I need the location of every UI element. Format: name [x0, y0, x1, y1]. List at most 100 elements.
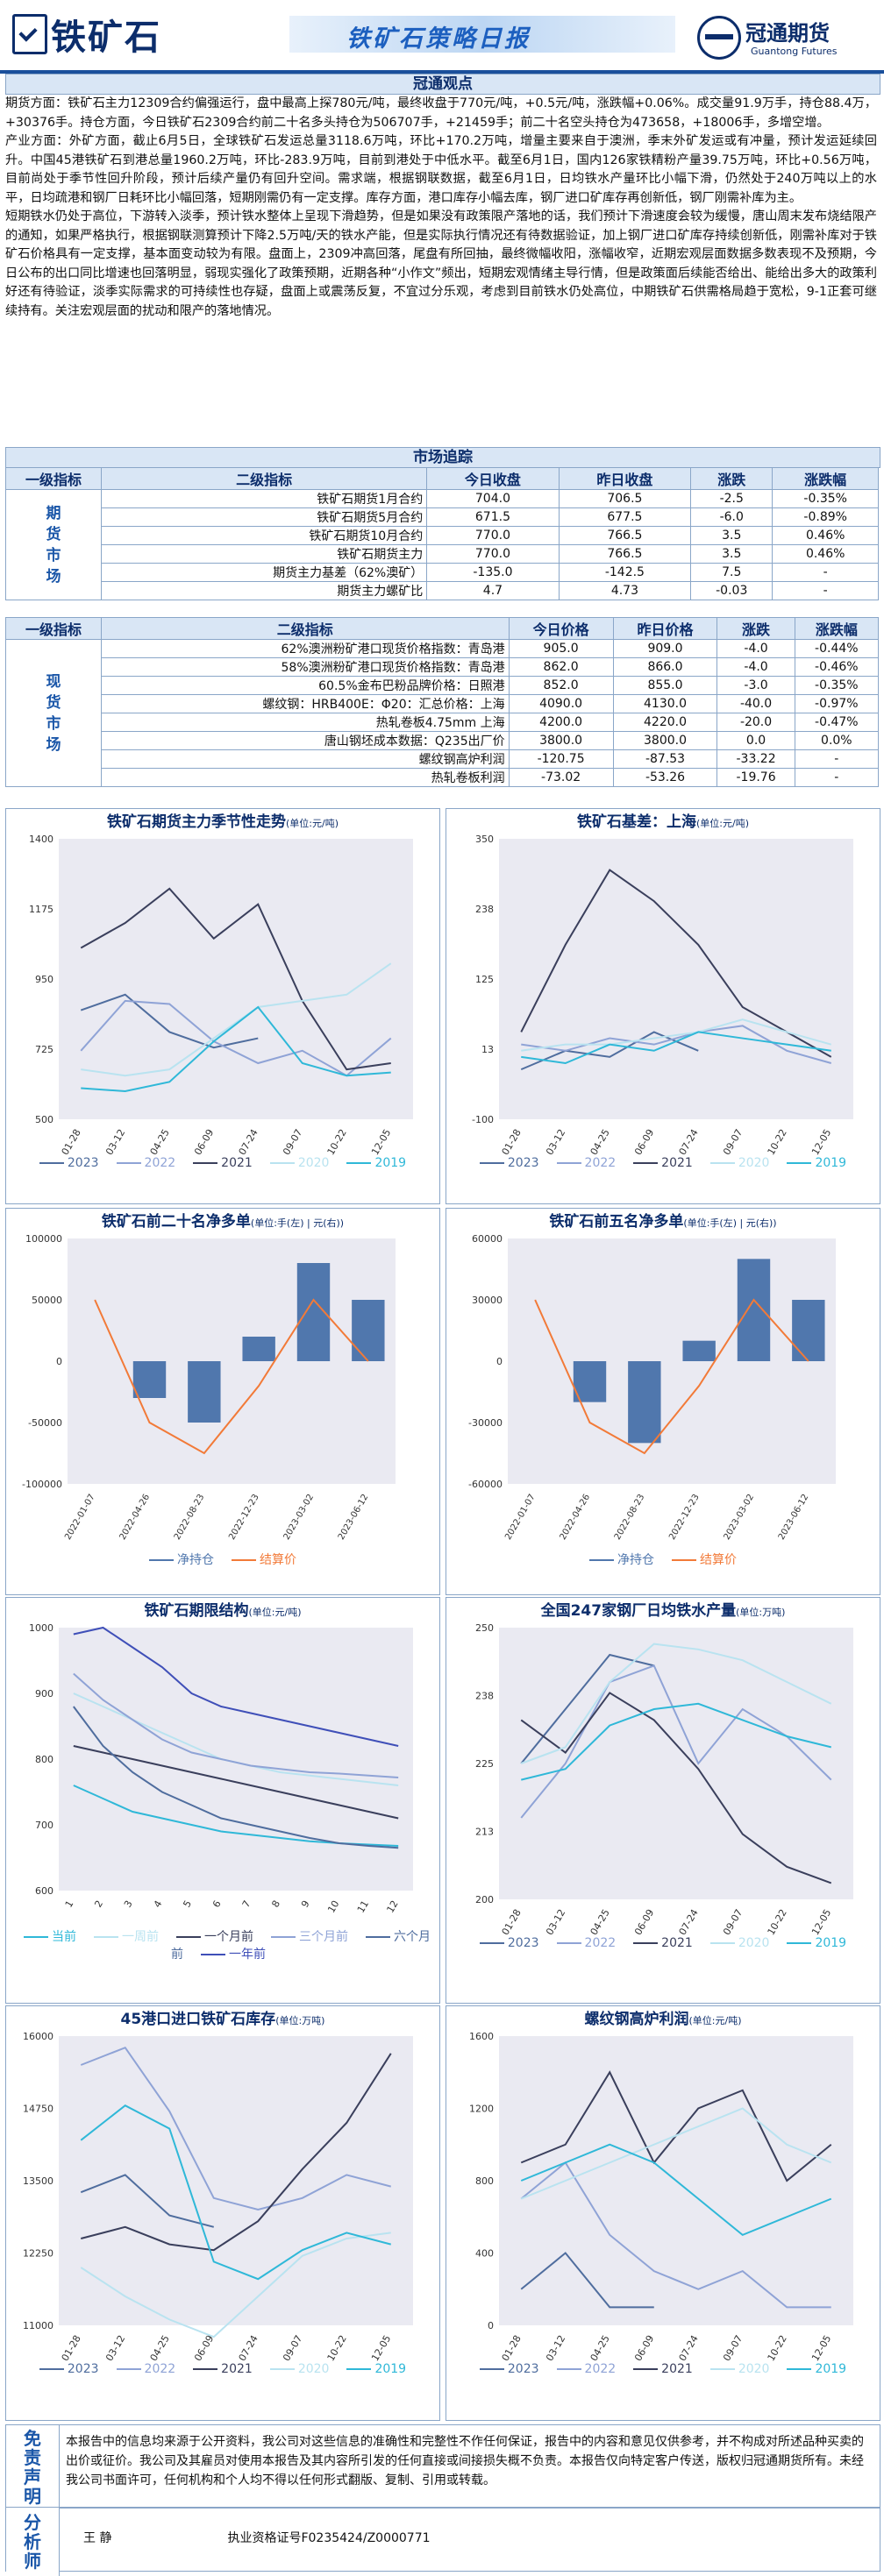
- legend-label: 2022: [584, 1156, 617, 1170]
- series-line-4: [73, 1706, 399, 1849]
- table-cell-value: -87.53: [612, 749, 718, 769]
- x-tick-label: 2022-12-23: [667, 1493, 702, 1542]
- report-header: 铁矿石 铁矿石策略日报 冠通期货 Guantong Futures: [0, 0, 884, 70]
- header-cell: 今日价格: [508, 617, 614, 640]
- table-cell-indicator: 热轧卷板4.75mm 上海: [101, 713, 510, 732]
- table-cell-value: -6.0: [690, 507, 774, 527]
- net-position-bar: [628, 1361, 661, 1444]
- market-section-title: 市场追踪: [5, 447, 880, 468]
- table-cell-indicator: 螺纹钢：HRB400E：Φ20：汇总价格：上海: [101, 694, 510, 713]
- series-line-4: [521, 1702, 831, 1781]
- table-cell-value: -0.44%: [794, 639, 880, 658]
- legend-label: 2019: [374, 2362, 407, 2376]
- legend-label: 2022: [144, 1156, 176, 1170]
- header-cell: 涨跌: [690, 467, 774, 490]
- x-tick-label: 09-07: [281, 2333, 304, 2363]
- table-cell-value: 862.0: [508, 657, 614, 677]
- table-cell-value: -2.5: [690, 489, 774, 508]
- legend-item: 一周前: [94, 1930, 159, 1944]
- legend-item: 当前: [24, 1930, 76, 1944]
- table-cell-value: -: [794, 749, 880, 769]
- y-tick-label: 1000: [29, 1622, 53, 1634]
- table-cell-value: -0.97%: [794, 694, 880, 713]
- chart-legend: 净持仓 结算价: [6, 1551, 439, 1568]
- series-line-1: [80, 999, 392, 1077]
- table-cell-value: -20.0: [716, 713, 795, 732]
- x-tick-label: 12-05: [369, 2333, 393, 2363]
- x-tick-label: 10-22: [766, 2333, 789, 2363]
- x-tick-label: 10-22: [766, 1907, 789, 1937]
- x-tick-label: 01-28: [60, 2333, 83, 2363]
- series-line-0: [80, 2174, 215, 2228]
- table-cell-indicator: 螺纹钢高炉利润: [101, 749, 510, 769]
- legend-item: 三个月前: [271, 1930, 348, 1944]
- x-tick-label: 04-25: [148, 1127, 172, 1157]
- table-cell-value: 671.5: [426, 507, 560, 527]
- table-cell-value: -0.89%: [772, 507, 879, 527]
- series-line-3: [80, 2232, 391, 2338]
- chart-title: 铁矿石期限结构(单位:元/吨): [144, 1602, 302, 1620]
- table-cell-value: -135.0: [426, 563, 560, 582]
- table-cell-value: 0.46%: [772, 544, 879, 564]
- y-tick-label: 14750: [23, 2104, 53, 2115]
- table-cell-indicator: 62%澳洲粉矿港口现货价格指数：青岛港: [101, 639, 510, 658]
- legend-label: 2019: [815, 1936, 847, 1950]
- x-tick-label: 07-24: [677, 1127, 701, 1157]
- legend-label: 六个月前: [171, 1930, 431, 1962]
- net-position-bar: [682, 1340, 716, 1361]
- table-cell-value: 3.5: [690, 526, 774, 545]
- header-cell: 昨日收盘: [558, 467, 692, 490]
- analyst-label: 分析师: [6, 2508, 60, 2576]
- legend-item: 一年前: [201, 1948, 266, 1962]
- table-row: 期 货 市 场铁矿石期货1月合约 704.0 706.5 -2.5 -0.35%: [5, 489, 879, 600]
- x-tick-label: 04-25: [588, 1127, 612, 1157]
- x-tick-label: 12-05: [369, 1127, 393, 1157]
- table-row: 螺纹钢：HRB400E：Φ20：汇总价格：上海 4090.0 4130.0 -40.0…: [6, 694, 880, 713]
- table-cell-value: -53.26: [612, 768, 718, 787]
- x-tick-label: 4: [152, 1898, 165, 1910]
- y-tick-label: 238: [475, 904, 494, 915]
- series-line-4: [521, 1031, 831, 1065]
- x-tick-label: 10-22: [325, 2333, 349, 2363]
- table-cell-value: 706.5: [558, 489, 692, 508]
- view-paragraph-outlook: 短期铁水仍处于高位，下游转入淡季，预计铁水整体上呈现下滑趋势，但是如果没有政策限…: [5, 209, 877, 318]
- y-tick-label: 100000: [25, 1233, 62, 1245]
- brand-title: 铁矿石: [51, 18, 161, 58]
- legend-item: 2019: [787, 2362, 846, 2376]
- legend-label: 一周前: [122, 1930, 159, 1944]
- y-tick-label: 400: [475, 2248, 494, 2260]
- legend-item: 2022: [556, 2362, 616, 2376]
- legend-item: 2020: [709, 1936, 769, 1950]
- legend-label: 2020: [738, 1156, 770, 1170]
- spot-table: 一级指标 二级指标 今日价格 昨日价格 涨跌 涨跌幅 现 货 市 场 62%澳洲粉…: [5, 617, 880, 787]
- table-cell-value: 766.5: [558, 544, 692, 564]
- x-tick-label: 07-24: [237, 1127, 260, 1157]
- x-tick-label: 01-28: [500, 1127, 524, 1157]
- series-line-3: [520, 2107, 832, 2200]
- x-tick-label: 12: [385, 1898, 401, 1915]
- legend-label: 2021: [661, 2362, 693, 2376]
- chart-legend: 2023 2022 2021 2020 2019: [446, 2362, 880, 2376]
- legend-label: 2019: [374, 1156, 407, 1170]
- legend-item: 2022: [556, 1936, 616, 1950]
- x-tick-label: 2023-06-12: [777, 1493, 811, 1542]
- company-name-en: Guantong Futures: [751, 46, 838, 57]
- x-tick-label: 12-05: [809, 1127, 833, 1157]
- plot-area: [59, 839, 413, 1119]
- table-cell-indicator: 58%澳洲粉矿港口现货价格指数：青岛港: [101, 657, 510, 677]
- x-tick-label: 2022-04-26: [559, 1493, 593, 1542]
- legend-item: 2020: [269, 1156, 329, 1170]
- table-cell-value: 0.0%: [794, 731, 880, 750]
- plot-area: [499, 1628, 853, 1899]
- x-tick-label: 2: [92, 1898, 105, 1910]
- x-tick-label: 06-09: [192, 1127, 216, 1157]
- table-cell-value: 4.7: [426, 581, 560, 600]
- header-cell: 涨跌幅: [794, 617, 880, 640]
- x-tick-label: 03-12: [103, 1127, 127, 1157]
- company-logo-icon: [697, 16, 741, 60]
- chart-svg: -60000 -30000 0 30000 60000 2022-01-07 2022-04…: [468, 1233, 836, 1542]
- table-cell-value: 770.0: [426, 526, 560, 545]
- chart-panel-term: 铁矿石期限结构(单位:元/吨) 600 700 800 900 1000 1 2 3 4 5 6 7 8…: [5, 1597, 440, 2004]
- series-line-3: [73, 1672, 399, 1778]
